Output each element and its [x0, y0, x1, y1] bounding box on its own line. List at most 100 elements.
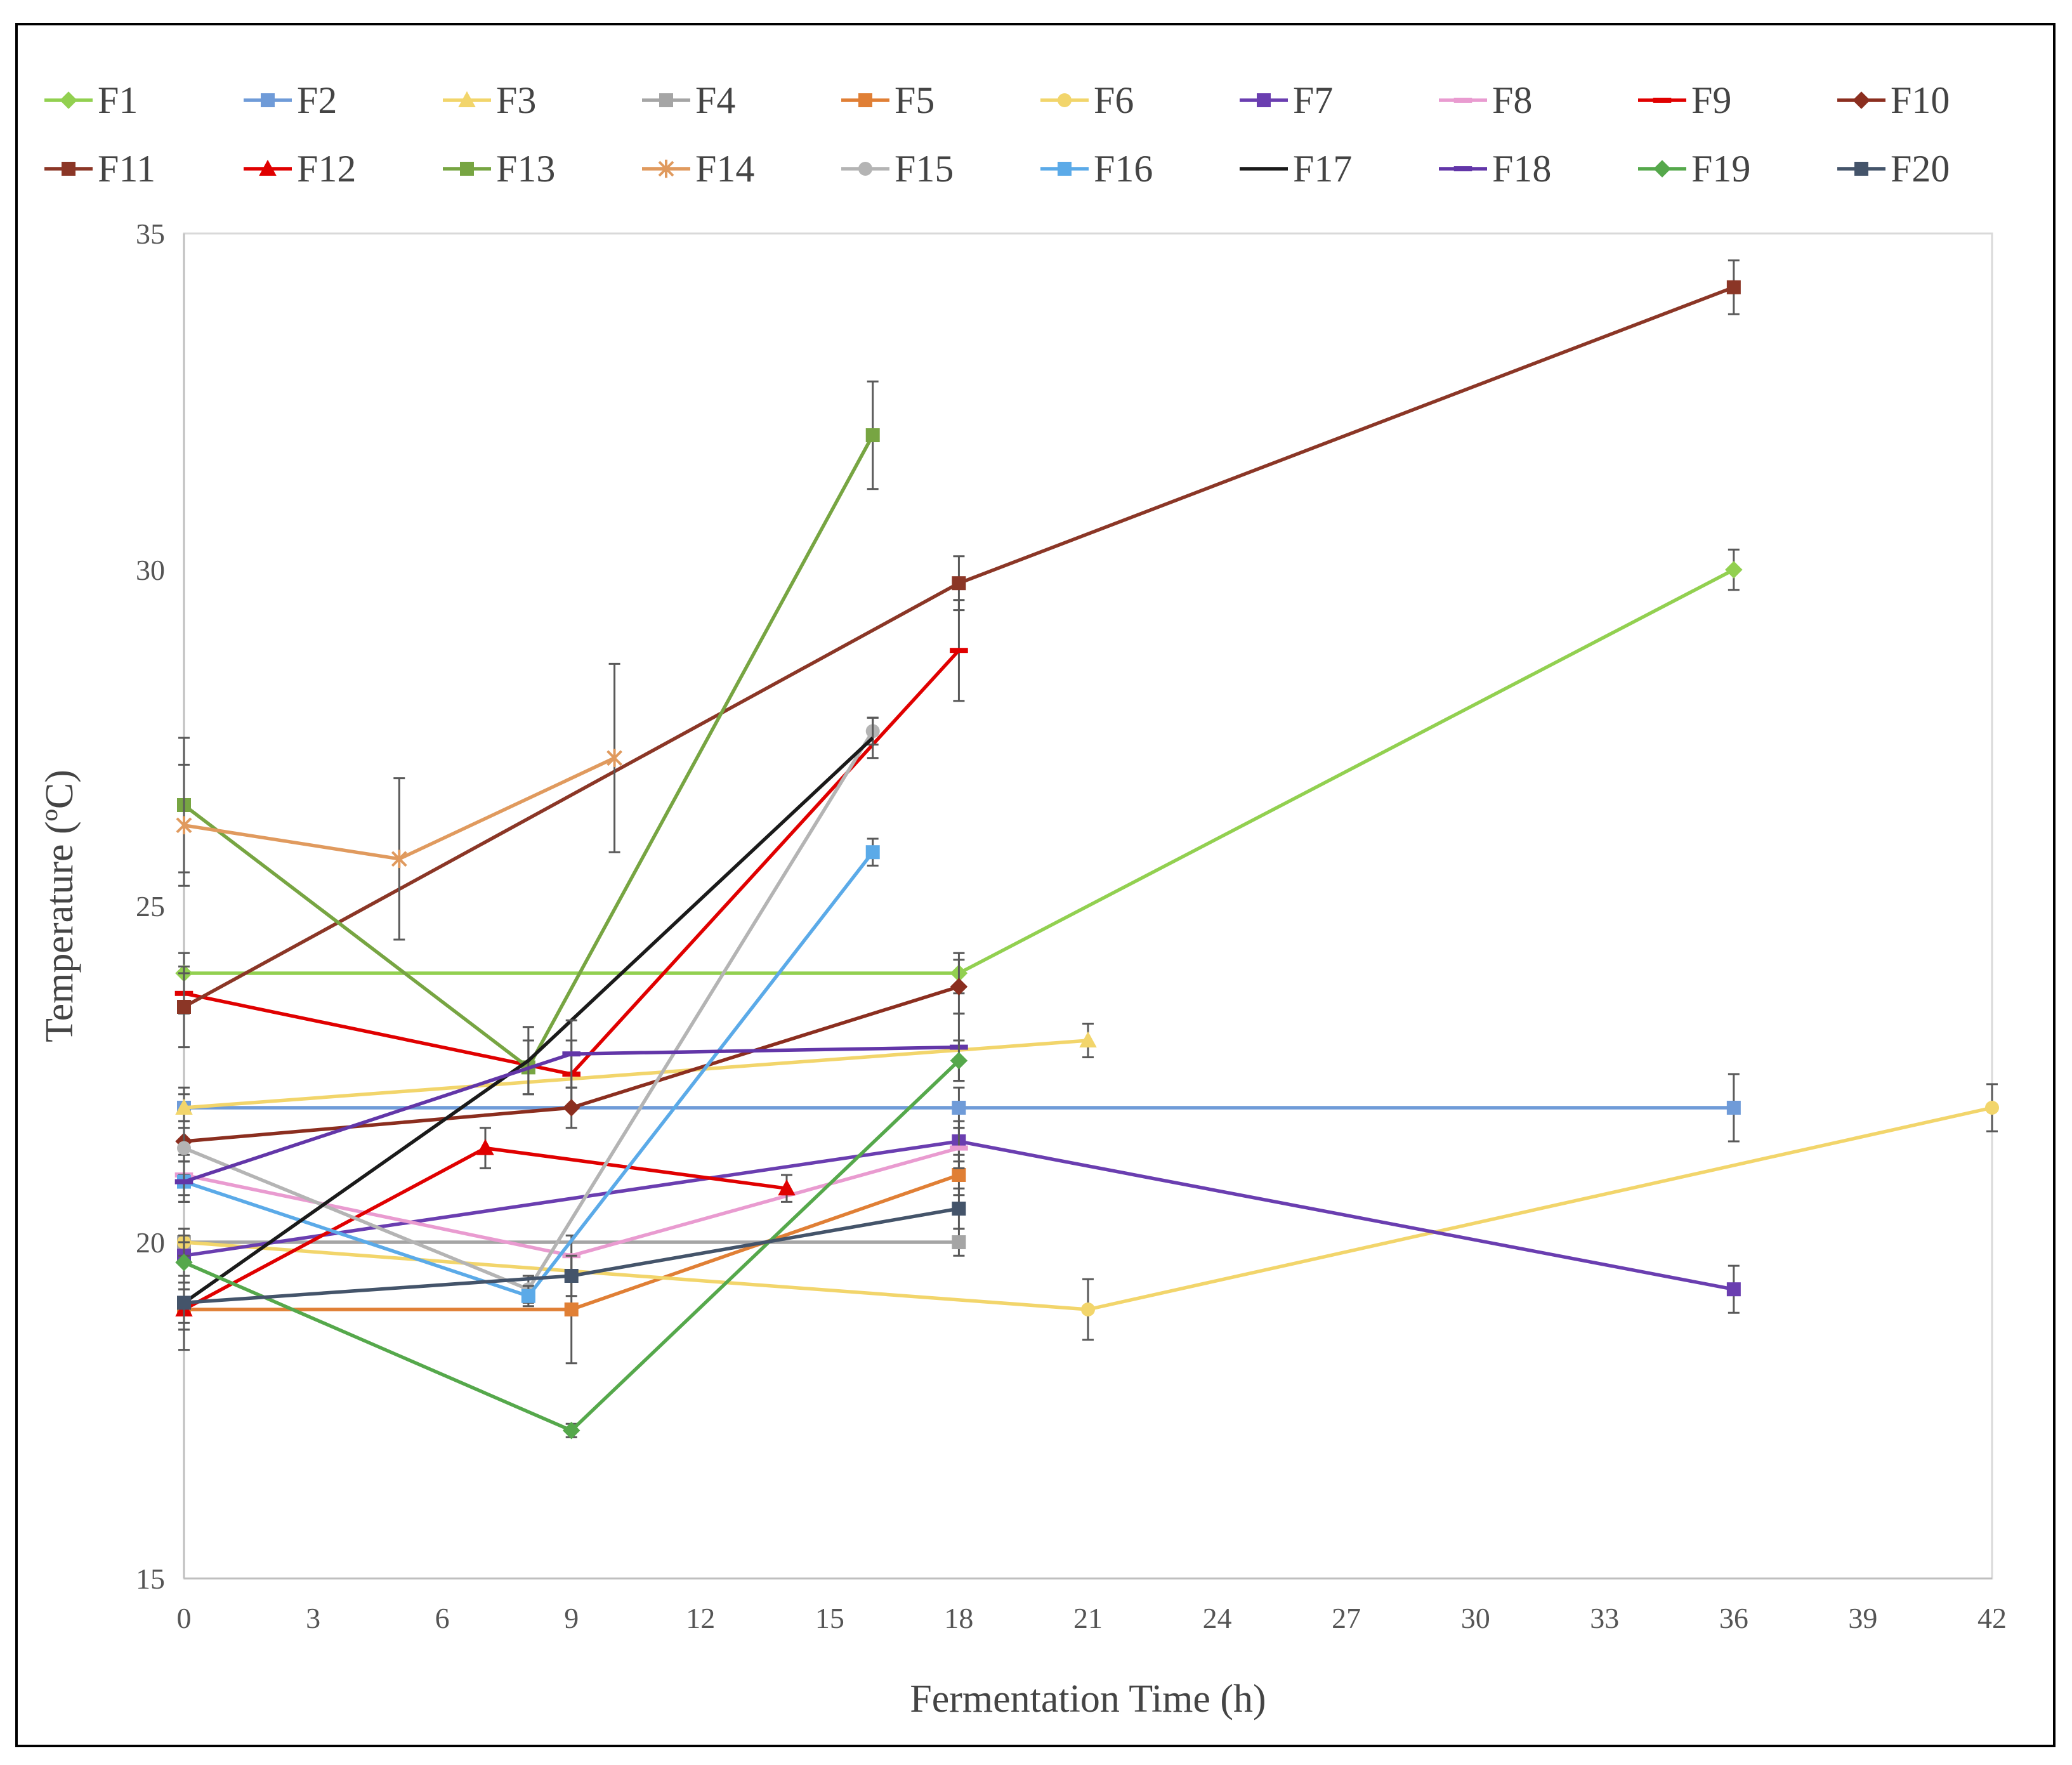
- legend-marker: [259, 159, 277, 176]
- data-point: [175, 1254, 193, 1271]
- x-tick-label: 15: [815, 1602, 844, 1634]
- legend-label: F16: [1094, 148, 1153, 190]
- legend-label: F17: [1293, 148, 1352, 190]
- legend-marker: [1653, 160, 1671, 178]
- series-f8: [174, 1127, 968, 1277]
- y-tick-label: 35: [136, 218, 165, 250]
- series-f19: [175, 1039, 968, 1440]
- legend-marker: [261, 93, 275, 107]
- legend-marker: [60, 91, 77, 109]
- legend-entry-f8: F8: [1439, 79, 1532, 121]
- series-f13: [177, 380, 880, 1096]
- legend-label: F13: [496, 148, 555, 190]
- legend-marker: [858, 162, 872, 176]
- legend-label: F9: [1691, 79, 1731, 121]
- legend-entry-f6: F6: [1040, 79, 1134, 121]
- data-point: [1081, 1302, 1095, 1316]
- legend-marker: [1453, 166, 1472, 171]
- data-point: [1985, 1101, 1999, 1115]
- legend-entry-f20: F20: [1837, 148, 1950, 190]
- data-point: [950, 978, 968, 995]
- legend-entry-f16: F16: [1040, 148, 1153, 190]
- x-tick-label: 27: [1332, 1602, 1361, 1634]
- data-point: [521, 1289, 535, 1303]
- data-point: [177, 1141, 191, 1155]
- legend-label: F18: [1492, 148, 1551, 190]
- legend-label: F12: [297, 148, 356, 190]
- data-point: [950, 1052, 968, 1070]
- data-point: [865, 845, 880, 860]
- legend-label: F20: [1891, 148, 1950, 190]
- legend-entry-f7: F7: [1240, 79, 1333, 121]
- x-tick-label: 24: [1203, 1602, 1232, 1634]
- data-point: [564, 1269, 579, 1283]
- legend-marker: [659, 93, 673, 107]
- data-point: [1726, 1282, 1741, 1297]
- data-point: [175, 1098, 193, 1115]
- legend-marker: [458, 91, 476, 107]
- data-point: [952, 1235, 966, 1249]
- legend-label: F4: [695, 79, 735, 121]
- data-point: [177, 1296, 191, 1310]
- legend-label: F6: [1094, 79, 1134, 121]
- data-point: [562, 1422, 580, 1440]
- data-point: [1726, 280, 1741, 294]
- x-tick-label: 6: [435, 1602, 450, 1634]
- data-point: [476, 1139, 494, 1155]
- legend: F1 F2 F3 F4 F5 F6 F7 F8 F9 F10 F11 F12 F13 F14 F15 F16 F…: [44, 79, 1950, 190]
- series-line: [183, 649, 961, 1076]
- x-tick-label: 3: [306, 1602, 320, 1634]
- legend-entry-f14: F14: [642, 148, 754, 190]
- data-point: [952, 576, 966, 591]
- legend-marker: [62, 162, 75, 176]
- chart-frame: 0 3 6 9 12 15 18 21 24 27 30 33 36 39 42 15 20 25 30 35 F1 F…: [15, 23, 2056, 1747]
- legend-entry-f1: F1: [44, 79, 138, 121]
- legend-entry-f15: F15: [841, 148, 954, 190]
- x-tick-label: 21: [1073, 1602, 1103, 1634]
- legend-label: F1: [98, 79, 138, 121]
- legend-label: F7: [1293, 79, 1333, 121]
- legend-marker: [1852, 91, 1870, 109]
- x-tick-label: 18: [944, 1602, 973, 1634]
- legend-entry-f4: F4: [642, 79, 735, 121]
- data-point: [952, 1168, 966, 1182]
- x-tick-label: 36: [1719, 1602, 1748, 1634]
- series-f2: [177, 1073, 1741, 1143]
- legend-entry-f18: F18: [1439, 148, 1551, 190]
- series-line: [183, 1146, 787, 1311]
- legend-label: F3: [496, 79, 536, 121]
- legend-label: F15: [895, 148, 954, 190]
- x-tick-label: 30: [1461, 1602, 1490, 1634]
- legend-entry-f2: F2: [244, 79, 337, 121]
- legend-label: F19: [1691, 148, 1750, 190]
- legend-entry-f13: F13: [443, 148, 555, 190]
- series-layer: [174, 259, 1999, 1440]
- legend-marker: [1854, 162, 1868, 176]
- legend-label: F11: [98, 148, 155, 190]
- legend-label: F14: [695, 148, 754, 190]
- legend-marker: [1058, 162, 1072, 176]
- data-point: [1725, 561, 1743, 579]
- legend-marker: [1653, 98, 1672, 103]
- data-point: [1726, 1101, 1741, 1115]
- data-point: [952, 1202, 966, 1216]
- x-tick-label: 39: [1848, 1602, 1877, 1634]
- series-line: [183, 736, 874, 1304]
- legend-entry-f11: F11: [44, 148, 155, 190]
- x-tick-label: 42: [1977, 1602, 2007, 1634]
- legend-entry-f3: F3: [443, 79, 536, 121]
- data-point: [176, 816, 192, 835]
- y-axis-title: Temperature (ºC): [38, 770, 81, 1042]
- series-f10: [175, 959, 968, 1163]
- x-axis-title: Fermentation Time (h): [910, 1677, 1266, 1721]
- legend-entry-f12: F12: [244, 148, 356, 190]
- data-point: [174, 1179, 193, 1184]
- legend-marker: [1453, 98, 1472, 103]
- legend-entry-f17: F17: [1240, 148, 1352, 190]
- legend-label: F8: [1492, 79, 1532, 121]
- x-tick-label: 9: [564, 1602, 579, 1634]
- legend-entry-f10: F10: [1837, 79, 1950, 121]
- legend-entry-f9: F9: [1638, 79, 1731, 121]
